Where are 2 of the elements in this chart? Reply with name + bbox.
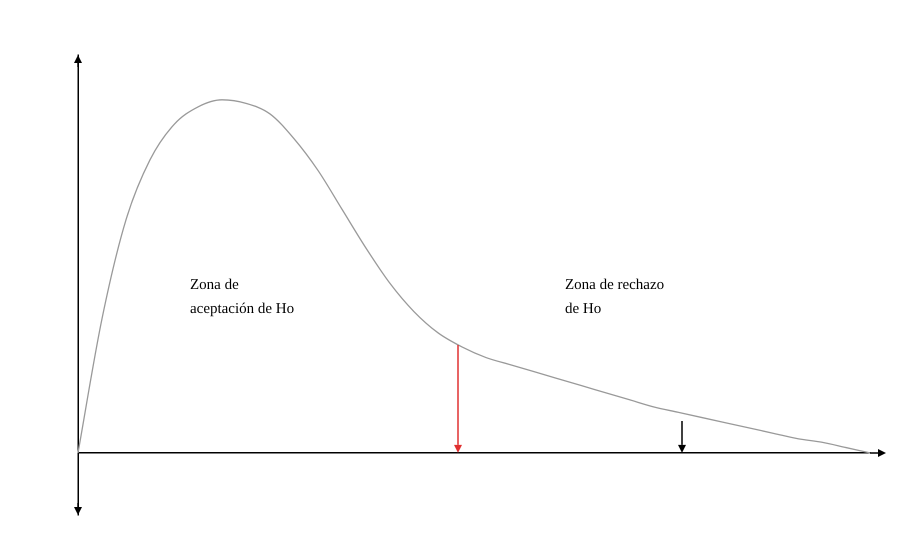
annotation: Zona de rechazo de Ho	[565, 276, 665, 319]
annotation: Zona de aceptación de Ho	[190, 276, 296, 319]
